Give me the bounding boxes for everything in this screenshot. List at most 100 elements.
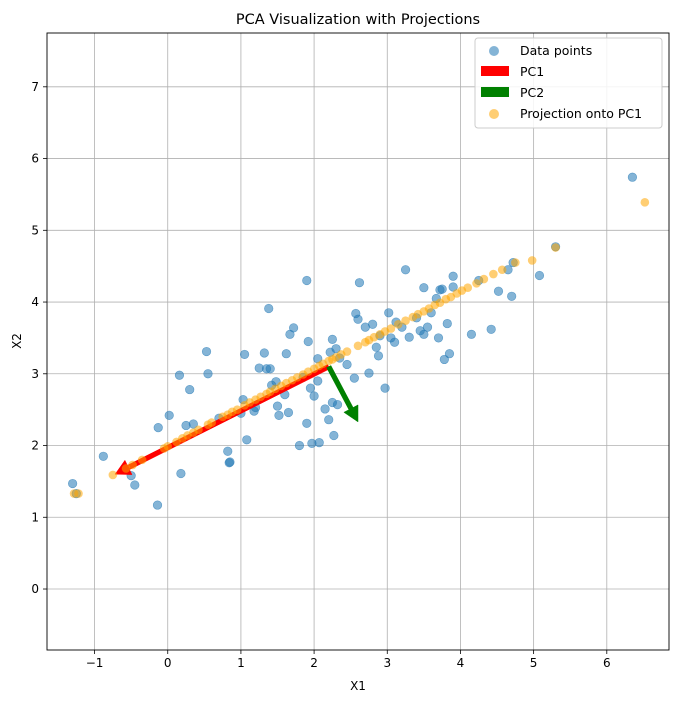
x-tick-label: 5 [530, 656, 538, 670]
x-tick-label: 6 [603, 656, 611, 670]
data-point [466, 329, 477, 339]
data-point [272, 401, 283, 411]
data-point [274, 410, 284, 420]
pc2-arrow [326, 365, 359, 423]
y-tick-label: 0 [31, 582, 39, 596]
data-point [225, 457, 235, 467]
data-point [627, 172, 638, 182]
data-point [185, 384, 195, 395]
data-point [422, 322, 433, 332]
legend-pc2-label: PC2 [520, 85, 544, 100]
data-point [176, 468, 186, 479]
data-point [437, 284, 447, 294]
data-point [265, 364, 275, 374]
data-point [313, 376, 323, 386]
projection-point [489, 269, 498, 279]
data-point [368, 319, 378, 329]
projection-point [163, 441, 173, 451]
projection-point [551, 243, 560, 252]
data-point [68, 478, 78, 489]
x-tick-label: 0 [164, 656, 172, 670]
data-point [342, 359, 352, 370]
legend-box [474, 37, 663, 129]
data-point [534, 270, 545, 281]
x-tick-label: 1 [237, 656, 245, 670]
data-point [442, 318, 452, 329]
projection-point [353, 341, 363, 351]
plot-frame [46, 32, 670, 651]
data-point [439, 354, 449, 365]
data-point [153, 422, 163, 433]
y-tick-label: 1 [31, 510, 39, 524]
data-point [486, 324, 496, 334]
legend-pc1-patch [481, 66, 509, 76]
data-point [281, 349, 291, 359]
data-point [239, 349, 250, 360]
legend-data-points-marker [489, 46, 499, 56]
data-point [329, 430, 339, 441]
x-tick-label: 2 [310, 656, 318, 670]
chart-title: PCA Visualization with Projections [236, 12, 480, 28]
data-point [324, 415, 334, 425]
projection-point [497, 265, 507, 275]
data-point [331, 344, 341, 354]
data-point [302, 418, 312, 428]
projection-point [401, 316, 410, 325]
projection-point [194, 425, 203, 435]
data-point [164, 410, 174, 420]
legend-data-points-label: Data points [520, 43, 592, 58]
x-tick-label: 3 [383, 656, 391, 670]
x-axis-ticks: −1 0 1 2 3 4 5 6 [86, 650, 611, 670]
data-point [448, 271, 458, 281]
y-tick-label: 6 [31, 152, 39, 166]
y-tick-label: 4 [31, 295, 39, 309]
y-tick-label: 5 [31, 223, 39, 237]
data-point [493, 286, 504, 296]
projection-point [463, 283, 473, 292]
data-point [203, 369, 213, 379]
data-point [174, 370, 185, 380]
data-point [188, 419, 198, 429]
data-point [433, 333, 444, 343]
data-point [264, 303, 274, 314]
data-point [400, 265, 411, 275]
data-point [305, 383, 316, 393]
data-point [373, 351, 384, 361]
data-point [354, 278, 365, 288]
data-point [303, 336, 313, 347]
data-point [314, 438, 324, 448]
x-tick-label: −1 [86, 656, 104, 670]
data-point [404, 332, 414, 342]
data-point [349, 373, 359, 383]
projection-point [511, 258, 520, 267]
legend: Data points PC1 PC2 Projection onto PC1 [474, 37, 663, 129]
legend-projection-marker [489, 109, 499, 119]
data-point [507, 291, 517, 301]
projection-point [137, 455, 147, 465]
data-point [259, 348, 269, 358]
data-point [332, 400, 343, 410]
y-tick-label: 3 [31, 367, 39, 381]
data-point [152, 500, 163, 510]
projection-point [527, 256, 537, 265]
projection-point [393, 319, 403, 329]
data-point [353, 314, 363, 324]
data-point [327, 334, 337, 344]
projection-point [640, 198, 650, 207]
x-tick-label: 4 [457, 656, 465, 670]
legend-pc1-label: PC1 [520, 64, 544, 79]
y-axis-ticks: 0 1 2 3 4 5 6 7 [31, 80, 47, 596]
data-point [242, 435, 252, 445]
projection-point [128, 460, 137, 470]
y-tick-label: 2 [31, 439, 39, 453]
plot-area [68, 172, 650, 510]
data-point [444, 349, 455, 359]
legend-pc2-patch [481, 87, 509, 97]
projection-point [342, 347, 352, 356]
projection-point [472, 279, 481, 288]
projection-point [232, 405, 242, 414]
projection-point [108, 470, 118, 480]
data-point [320, 404, 330, 414]
data-point [283, 407, 294, 418]
